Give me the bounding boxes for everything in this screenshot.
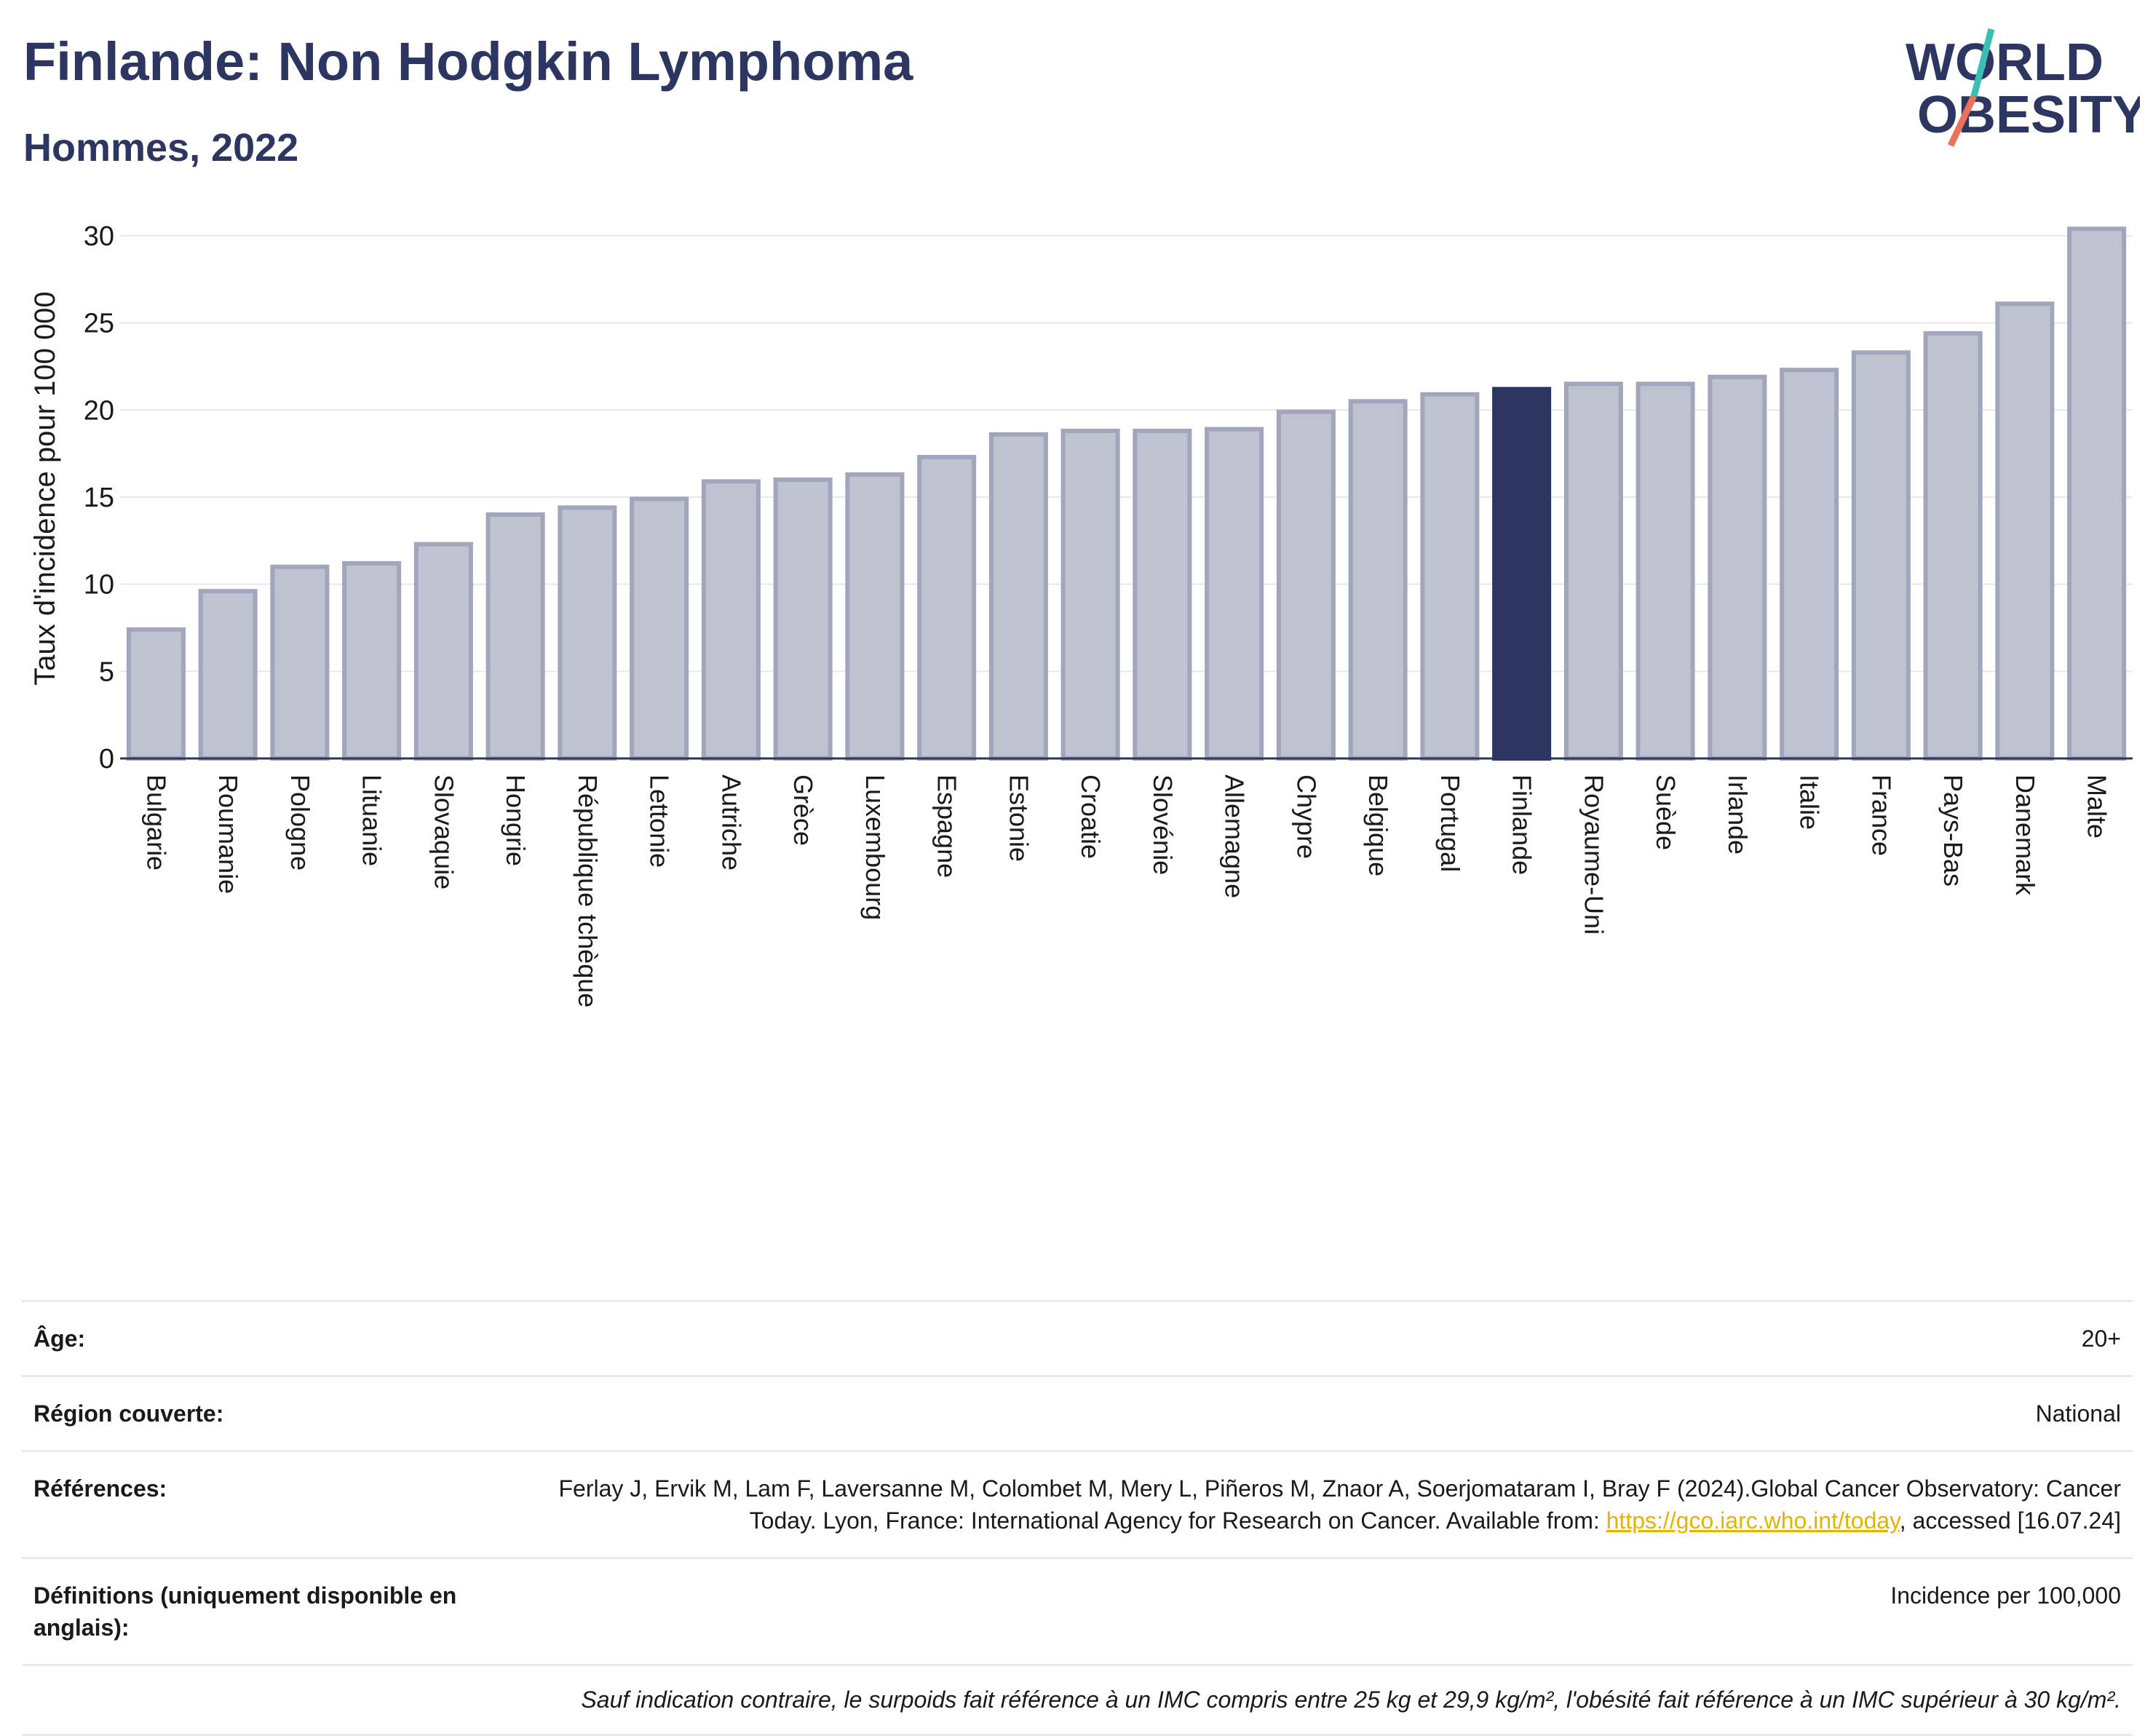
definitions-value: Incidence per 100,000 (1890, 1582, 2121, 1609)
y-tick-label: 0 (99, 744, 114, 774)
bar-italie (1780, 368, 1839, 761)
y-axis-label: Taux d'incidence pour 100 000 (29, 291, 61, 685)
y-tick-labels: 0 5 10 15 20 25 30 (84, 221, 114, 774)
region-value: National (2035, 1400, 2121, 1427)
bar-croatie (1060, 429, 1120, 761)
bar-france (1851, 350, 1911, 761)
page-subtitle: Hommes, 2022 (23, 126, 299, 170)
bar-lituanie (342, 560, 402, 761)
references-row: Références: Ferlay J, Ervik M, Lam F, La… (22, 1452, 2133, 1559)
bar-lettonie (630, 496, 689, 761)
y-tick-label: 20 (84, 395, 114, 426)
svg-text:WORLD: WORLD (1906, 33, 2104, 92)
x-tick-label: Malte (2082, 774, 2112, 839)
x-tick-label: Bulgarie (141, 774, 171, 871)
x-tick-label: Grèce (788, 774, 818, 846)
bar-bulgarie (126, 627, 186, 761)
x-tick-label: République tchèque (573, 774, 603, 1007)
footnote: Sauf indication contraire, le surpoids f… (22, 1666, 2133, 1736)
x-tick-label: Irlande (1723, 774, 1753, 855)
x-tick-label: Italie (1795, 774, 1825, 830)
x-tick-label: Finlande (1507, 774, 1537, 875)
bar-slovaquie (413, 542, 473, 761)
bar-espagne (917, 454, 977, 761)
x-tick-label: Danemark (2010, 774, 2040, 896)
references-label: Références: (33, 1475, 167, 1502)
bar-pologne (270, 564, 330, 761)
bar-hongrie (485, 512, 545, 761)
y-tick-label: 25 (84, 309, 114, 339)
x-tick-label: Hongrie (501, 774, 531, 866)
bar-roumanie (198, 589, 258, 761)
definitions-label: Définitions (uniquement disponible en an… (33, 1582, 457, 1641)
x-tick-label: Lettonie (645, 774, 675, 868)
info-table: Âge: 20+ Région couverte: National Référ… (22, 1300, 2133, 1736)
bar-chypre (1276, 409, 1336, 761)
x-tick-label: Estonie (1004, 774, 1034, 862)
bar-danemark (1995, 301, 2055, 761)
x-tick-label: Portugal (1435, 774, 1465, 872)
y-tick-label: 5 (99, 657, 114, 687)
bar-finlande (1492, 387, 1552, 761)
bar-r-publique-tch-que (558, 505, 617, 761)
region-row: Région couverte: National (22, 1377, 2133, 1452)
world-obesity-logo: WORLD OBESITY (1906, 28, 2140, 147)
x-tick-label: Roumanie (213, 774, 243, 894)
y-tick-label: 15 (84, 483, 114, 513)
bar-estonie (988, 432, 1048, 761)
definitions-row: Définitions (uniquement disponible en an… (22, 1559, 2133, 1666)
x-tick-label: Chypre (1291, 774, 1321, 859)
age-row: Âge: 20+ (22, 1302, 2133, 1377)
references-value: Ferlay J, Ervik M, Lam F, Laversanne M, … (543, 1473, 2121, 1537)
references-suffix: , accessed [16.07.24] (1899, 1507, 2121, 1534)
x-tick-label: Croatie (1076, 774, 1106, 859)
x-tick-label: Suède (1651, 774, 1681, 850)
x-tick-label: Royaume-Uni (1579, 774, 1609, 935)
x-tick-label: Allemagne (1220, 774, 1250, 898)
age-value: 20+ (2081, 1325, 2121, 1352)
bar-irlande (1708, 374, 1767, 761)
region-label: Région couverte: (33, 1400, 224, 1427)
x-tick-label: Autriche (716, 774, 746, 871)
page-title: Finlande: Non Hodgkin Lymphoma (23, 31, 913, 92)
x-tick-label: Luxembourg (860, 774, 890, 920)
bar-malte (2067, 226, 2127, 761)
bars (126, 226, 2127, 761)
x-tick-label: Espagne (932, 774, 962, 878)
x-tick-label: Belgique (1363, 774, 1393, 876)
bar-royaume-uni (1563, 381, 1623, 761)
x-tick-label: Slovénie (1148, 774, 1178, 875)
bar-portugal (1420, 392, 1480, 761)
bar-luxembourg (845, 472, 905, 761)
x-tick-label: Pologne (285, 774, 315, 871)
references-text: Ferlay J, Ervik M, Lam F, Laversanne M, … (558, 1475, 2121, 1534)
x-tick-labels: Bulgarie Roumanie Pologne Lituanie Slovaquie… (141, 774, 2112, 1007)
bar-slov-nie (1133, 429, 1192, 761)
bar-belgique (1348, 399, 1408, 761)
bar-gr-ce (773, 477, 833, 761)
x-tick-label: France (1866, 774, 1896, 856)
bar-chart: 0 5 10 15 20 25 30 Bulgarie Roumanie Pologne Litu… (29, 221, 2133, 1007)
svg-text:OBESITY: OBESITY (1917, 86, 2140, 144)
x-tick-label: Pays-Bas (1938, 774, 1968, 887)
y-tick-label: 10 (84, 570, 114, 601)
references-link[interactable]: https://gco.iarc.who.int/today (1606, 1507, 1900, 1534)
bar-pays-bas (1923, 330, 1983, 761)
bar-su-de (1635, 381, 1695, 761)
bar-allemagne (1205, 427, 1264, 761)
age-label: Âge: (33, 1325, 86, 1352)
bar-autriche (701, 479, 761, 761)
x-tick-label: Lituanie (357, 774, 387, 866)
x-tick-label: Slovaquie (429, 774, 459, 889)
y-tick-label: 30 (84, 221, 114, 252)
